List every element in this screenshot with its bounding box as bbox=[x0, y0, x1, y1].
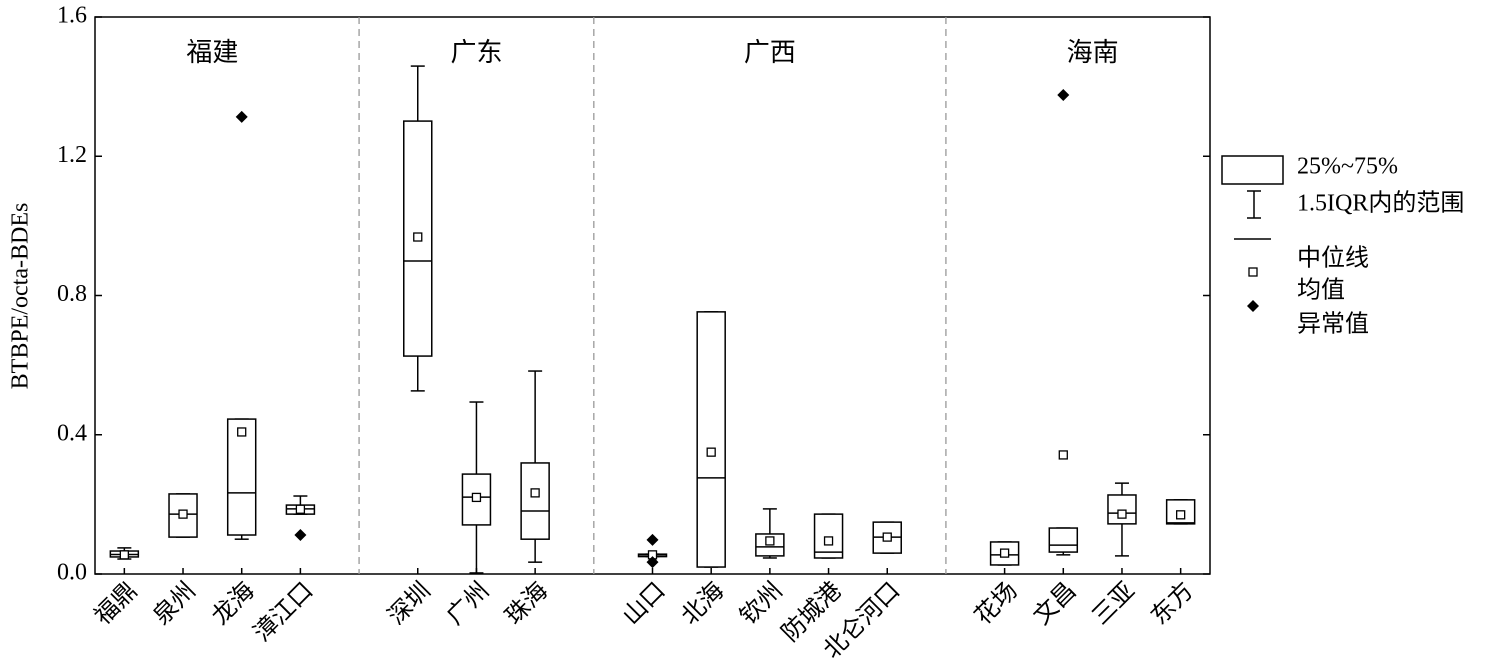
y-tick-label: 0.0 bbox=[57, 560, 87, 586]
outlier bbox=[1057, 88, 1070, 101]
x-tick-label: 泉州 bbox=[148, 577, 201, 630]
legend-mean-icon bbox=[1248, 267, 1258, 277]
y-tick-label: 1.2 bbox=[57, 142, 87, 168]
box bbox=[226, 418, 257, 536]
outlier bbox=[294, 529, 307, 542]
outlier bbox=[646, 533, 659, 546]
legend-label: 均值 bbox=[1297, 277, 1345, 304]
x-tick-label: 龙海 bbox=[207, 577, 260, 630]
y-axis-label: BTBPE/octa-BDEs bbox=[8, 203, 34, 390]
legend-label: 25%~75% bbox=[1297, 154, 1398, 180]
x-tick-label: 东方 bbox=[1146, 577, 1199, 630]
legend-label: 1.5IQR内的范围 bbox=[1297, 190, 1464, 217]
mean bbox=[530, 488, 540, 498]
mean bbox=[1117, 509, 1127, 519]
mean bbox=[237, 427, 247, 437]
group-label: 广西 bbox=[744, 38, 796, 67]
group-label: 福建 bbox=[186, 38, 238, 67]
mean bbox=[178, 509, 188, 519]
outlier bbox=[235, 110, 248, 123]
mean bbox=[823, 536, 834, 546]
x-tick-label: 福鼎 bbox=[89, 577, 142, 630]
y-tick-label: 0.8 bbox=[57, 281, 87, 307]
box bbox=[813, 513, 844, 559]
x-tick-label: 山口 bbox=[618, 577, 671, 630]
x-tick-label: 花场 bbox=[970, 577, 1023, 630]
y-tick-label: 0.4 bbox=[57, 420, 87, 446]
mean bbox=[882, 532, 892, 542]
mean bbox=[1058, 450, 1068, 460]
box bbox=[696, 311, 726, 568]
outlier bbox=[646, 556, 659, 569]
x-tick-label: 文昌 bbox=[1028, 577, 1081, 630]
box bbox=[1048, 527, 1079, 553]
group-label: 广东 bbox=[450, 38, 502, 67]
legend: 25%~75% 1.5IQR内的范围 中位线 均值 异常值 bbox=[1221, 154, 1464, 338]
legend-label: 中位线 bbox=[1297, 245, 1369, 272]
x-tick-label: 三亚 bbox=[1088, 578, 1140, 630]
mean bbox=[295, 504, 306, 514]
plot-frame bbox=[94, 16, 1211, 575]
y-tick-label: 1.6 bbox=[57, 3, 87, 29]
mean bbox=[471, 492, 482, 503]
mean bbox=[999, 548, 1010, 558]
box bbox=[1107, 494, 1137, 525]
legend-box-icon bbox=[1221, 155, 1284, 185]
legend-label: 异常值 bbox=[1297, 311, 1369, 338]
mean bbox=[706, 447, 716, 457]
legend-outlier-icon bbox=[1247, 300, 1259, 312]
mean bbox=[1176, 510, 1186, 520]
x-tick-label: 深圳 bbox=[383, 577, 436, 630]
mean bbox=[413, 232, 423, 242]
mean bbox=[765, 536, 775, 546]
x-tick-label: 珠海 bbox=[500, 577, 553, 630]
x-tick-label: 漳江口 bbox=[249, 577, 319, 647]
x-tick-label: 北海 bbox=[676, 577, 729, 630]
group-label: 海南 bbox=[1067, 38, 1119, 67]
x-tick-label: 广州 bbox=[442, 577, 495, 630]
mean bbox=[119, 550, 129, 560]
x-tick-label: 钦州 bbox=[735, 577, 788, 630]
box bbox=[520, 462, 550, 540]
